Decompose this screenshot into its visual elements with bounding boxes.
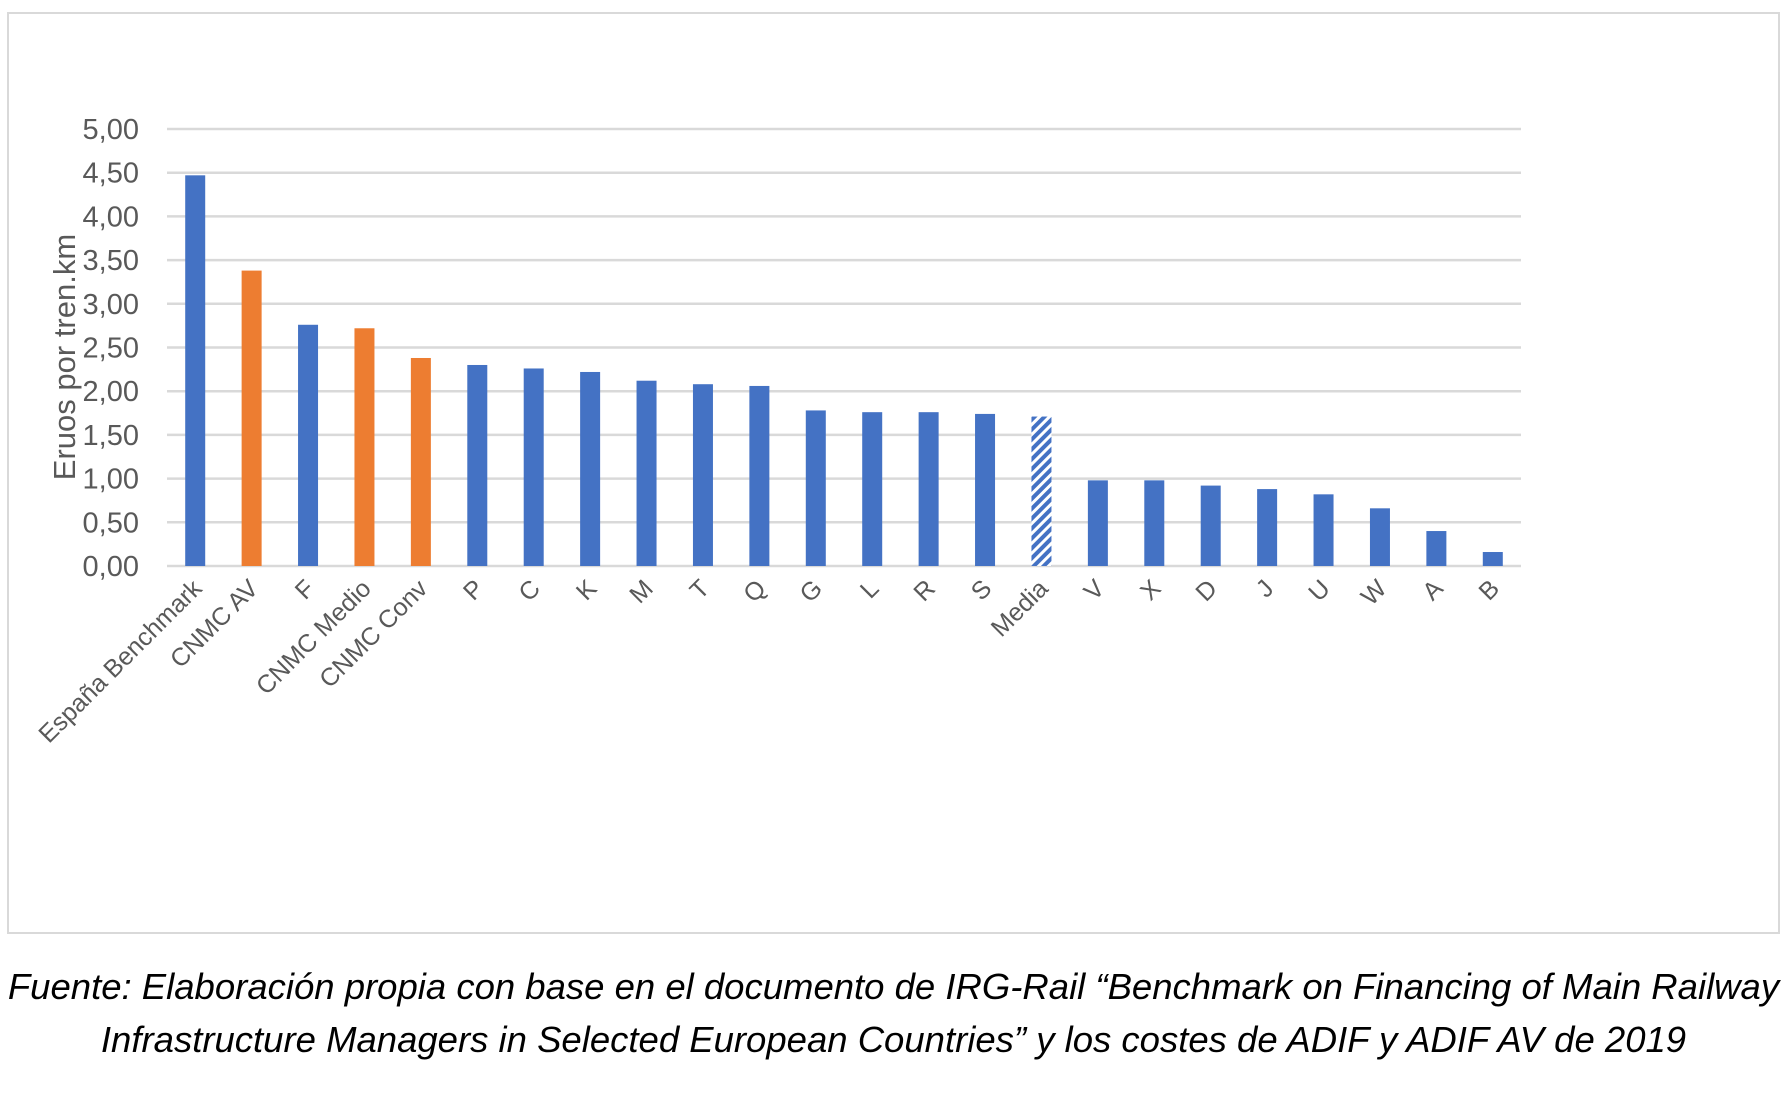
y-tick-label: 4,00: [83, 201, 139, 233]
x-category-label: J: [1251, 574, 1280, 603]
bar-t: [692, 384, 713, 566]
y-tick-label: 4,50: [83, 158, 139, 190]
x-category-label: R: [908, 574, 941, 607]
bar-media: [1031, 416, 1052, 566]
bar-chart: 0,00 0,50 1,00 1,50 2,00 2,50 3,00 3,50 4,00 4,50…: [33, 114, 1521, 749]
y-axis-title: Eruos por tren.km: [47, 234, 82, 480]
x-category-label: G: [794, 574, 828, 608]
y-tick-label: 1,50: [83, 420, 139, 452]
x-category-label: A: [1417, 574, 1449, 606]
bar-w: [1369, 508, 1390, 566]
x-category-label: D: [1190, 574, 1223, 607]
x-category-label: K: [571, 574, 603, 606]
bar-f: [298, 324, 319, 566]
bar-cnmc-av: [241, 270, 262, 566]
x-category-label: S: [966, 574, 998, 606]
y-tick-label: 0,50: [83, 507, 139, 539]
bar-b: [1482, 552, 1503, 566]
source-caption: Fuente: Elaboración propia con base en e…: [7, 966, 1780, 1060]
x-category-label: T: [685, 574, 716, 605]
x-category-label: F: [290, 574, 321, 605]
bar-l: [862, 412, 883, 566]
bar-g: [805, 410, 826, 566]
bar-m: [636, 380, 657, 566]
gridlines: [167, 127, 1521, 568]
x-category-label: U: [1303, 574, 1336, 607]
x-category-label: V: [1079, 574, 1111, 606]
x-category-label: B: [1473, 574, 1505, 606]
bar-j: [1257, 489, 1278, 566]
bar-u: [1313, 494, 1334, 566]
y-tick-label: 5,00: [83, 114, 139, 146]
x-category-label: C: [513, 574, 546, 607]
x-category-label: Media: [986, 574, 1054, 642]
bar-v: [1087, 480, 1108, 566]
bar-x: [1144, 480, 1165, 566]
x-category-label: P: [458, 574, 490, 606]
bar-a: [1426, 531, 1447, 566]
bars: [185, 175, 1503, 566]
bar-españa-benchmark: [185, 175, 206, 566]
y-tick-label: 3,00: [83, 289, 139, 321]
bar-c: [523, 368, 544, 566]
y-tick-label: 2,50: [83, 333, 139, 365]
x-category-label: W: [1356, 574, 1393, 611]
bar-k: [580, 371, 601, 566]
bar-p: [467, 364, 488, 566]
chart-frame: 0,00 0,50 1,00 1,50 2,00 2,50 3,00 3,50 4,00 4,50…: [7, 12, 1780, 934]
bar-cnmc-medio: [354, 328, 375, 566]
y-tick-label: 0,00: [83, 551, 139, 583]
x-category-label: Q: [738, 574, 772, 608]
bar-d: [1200, 485, 1221, 566]
y-tick-label: 3,50: [83, 245, 139, 277]
x-category-label: X: [1135, 574, 1167, 606]
bar-s: [975, 413, 996, 566]
bar-r: [918, 412, 939, 566]
x-category-label: M: [624, 574, 659, 609]
y-tick-label: 2,00: [83, 376, 139, 408]
y-tick-label: 1,00: [83, 464, 139, 496]
bar-q: [749, 385, 770, 566]
y-axis-ticks: 0,00 0,50 1,00 1,50 2,00 2,50 3,00 3,50 4,00 4,50…: [83, 114, 139, 583]
bar-cnmc-conv: [410, 357, 431, 566]
x-category-label: L: [855, 574, 885, 604]
